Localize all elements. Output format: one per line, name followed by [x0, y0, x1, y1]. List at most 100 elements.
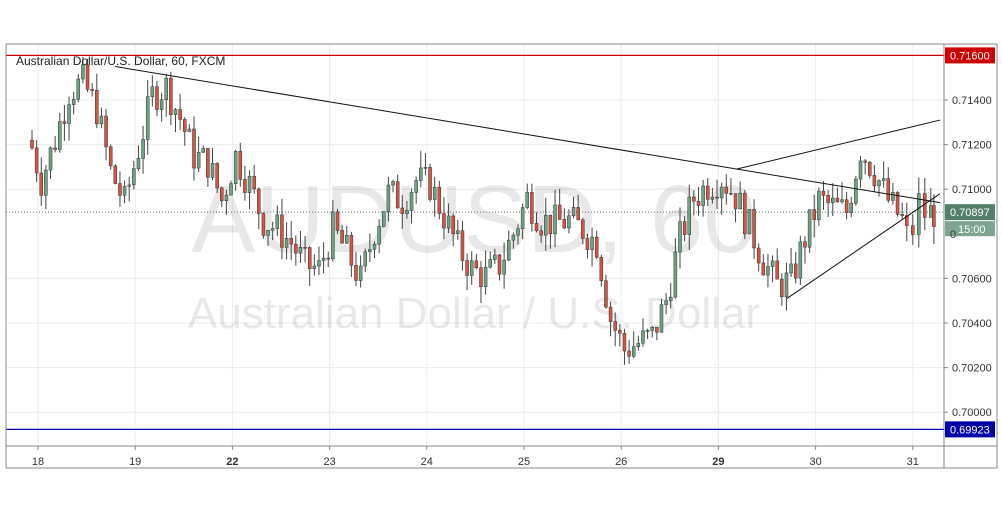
price-level-label: 0.69923: [950, 424, 990, 436]
candle-up: [233, 151, 238, 184]
candle-up: [798, 241, 803, 279]
candle-down: [900, 214, 904, 216]
candle-down: [706, 185, 710, 200]
candle-up: [159, 99, 164, 110]
candle-down: [715, 196, 719, 199]
candle-down: [733, 193, 738, 210]
candle-up: [141, 139, 145, 159]
candle-up: [483, 266, 488, 287]
candle-down: [562, 219, 567, 229]
candle-down: [761, 262, 766, 276]
candle-up: [738, 192, 742, 210]
candle-down: [613, 321, 617, 331]
candle-down: [821, 190, 826, 196]
candle-down: [905, 215, 909, 226]
candle-down: [599, 257, 604, 281]
partial-price-label: 0: [950, 229, 956, 241]
candle-down: [30, 139, 34, 149]
candle-up: [645, 330, 650, 332]
candle-up: [81, 64, 85, 80]
candle-down: [539, 230, 543, 236]
candle-down: [90, 89, 94, 91]
candle-down: [182, 119, 187, 132]
x-tick-label: 29: [712, 456, 724, 468]
candle-up: [419, 167, 423, 181]
candle-up: [164, 77, 168, 101]
candle-down: [868, 161, 872, 176]
candle-up: [224, 194, 229, 202]
candle-up: [502, 259, 506, 275]
candle-up: [150, 86, 155, 97]
candle-down: [113, 165, 118, 184]
candle-up: [789, 263, 793, 274]
candle-down: [252, 175, 256, 190]
candle-down: [474, 260, 479, 269]
candle-down: [340, 230, 344, 244]
candle-down: [307, 247, 312, 269]
candle-down: [844, 199, 849, 213]
candle-down: [326, 257, 330, 260]
candle-up: [432, 186, 437, 200]
candle-up: [71, 98, 76, 105]
candle-up: [506, 239, 511, 261]
candle-up: [766, 266, 770, 276]
candle-up: [830, 197, 835, 203]
candle-up: [391, 181, 395, 186]
candle-down: [923, 193, 927, 218]
candle-up: [145, 96, 150, 140]
grid-layer: [6, 44, 944, 446]
candle-up: [99, 115, 104, 125]
trendline: [786, 193, 941, 299]
candle-up: [567, 215, 571, 229]
candle-down: [451, 215, 455, 234]
y-tick-label: 0.70400: [952, 318, 992, 330]
candle-up: [44, 169, 48, 196]
candle-up: [849, 202, 854, 213]
candle-up: [668, 296, 673, 302]
candle-up: [414, 180, 418, 193]
candle-up: [423, 167, 428, 169]
candle-down: [835, 197, 840, 203]
candle-down: [465, 260, 469, 276]
candle-down: [497, 254, 502, 275]
candles-layer: [30, 56, 936, 365]
candle-up: [854, 178, 858, 204]
candle-up: [201, 148, 206, 153]
candle-down: [743, 192, 747, 235]
candle-down: [932, 205, 936, 227]
candle-down: [104, 115, 108, 148]
x-tick-label: 31: [907, 456, 919, 468]
candle-up: [229, 183, 233, 196]
candle-up: [456, 230, 460, 234]
candle-up: [678, 221, 682, 253]
candle-down: [442, 213, 446, 229]
candle-down: [280, 214, 284, 248]
candle-down: [724, 186, 729, 194]
y-tick-label: 0.70200: [952, 363, 992, 375]
candle-up: [929, 205, 933, 218]
candle-down: [39, 172, 44, 196]
candle-up: [571, 207, 576, 217]
axis-layer: 0.71400 0.71200 0.71000 0.70600 0.70400 0.702…: [32, 95, 992, 468]
candle-down: [752, 209, 756, 249]
countdown-label: 15:00: [958, 224, 986, 236]
candle-up: [173, 109, 178, 115]
candle-down: [655, 326, 659, 333]
candle-down: [581, 219, 585, 239]
x-tick-label: 30: [809, 456, 821, 468]
candle-down: [803, 241, 807, 248]
candle-up: [664, 300, 668, 305]
candle-down: [108, 146, 113, 167]
current-price-label: 0.70897: [950, 207, 990, 219]
candle-up: [701, 185, 705, 206]
candle-up: [331, 211, 335, 259]
candle-down: [85, 64, 90, 90]
candle-up: [807, 209, 812, 248]
candle-up: [917, 193, 921, 235]
watermark-layer: AUDUSD, 60 Australian Dollar / U.S. Doll…: [188, 166, 760, 338]
candle-up: [553, 204, 557, 235]
candle-up: [770, 260, 775, 267]
y-tick-label: 0.71200: [952, 140, 992, 152]
